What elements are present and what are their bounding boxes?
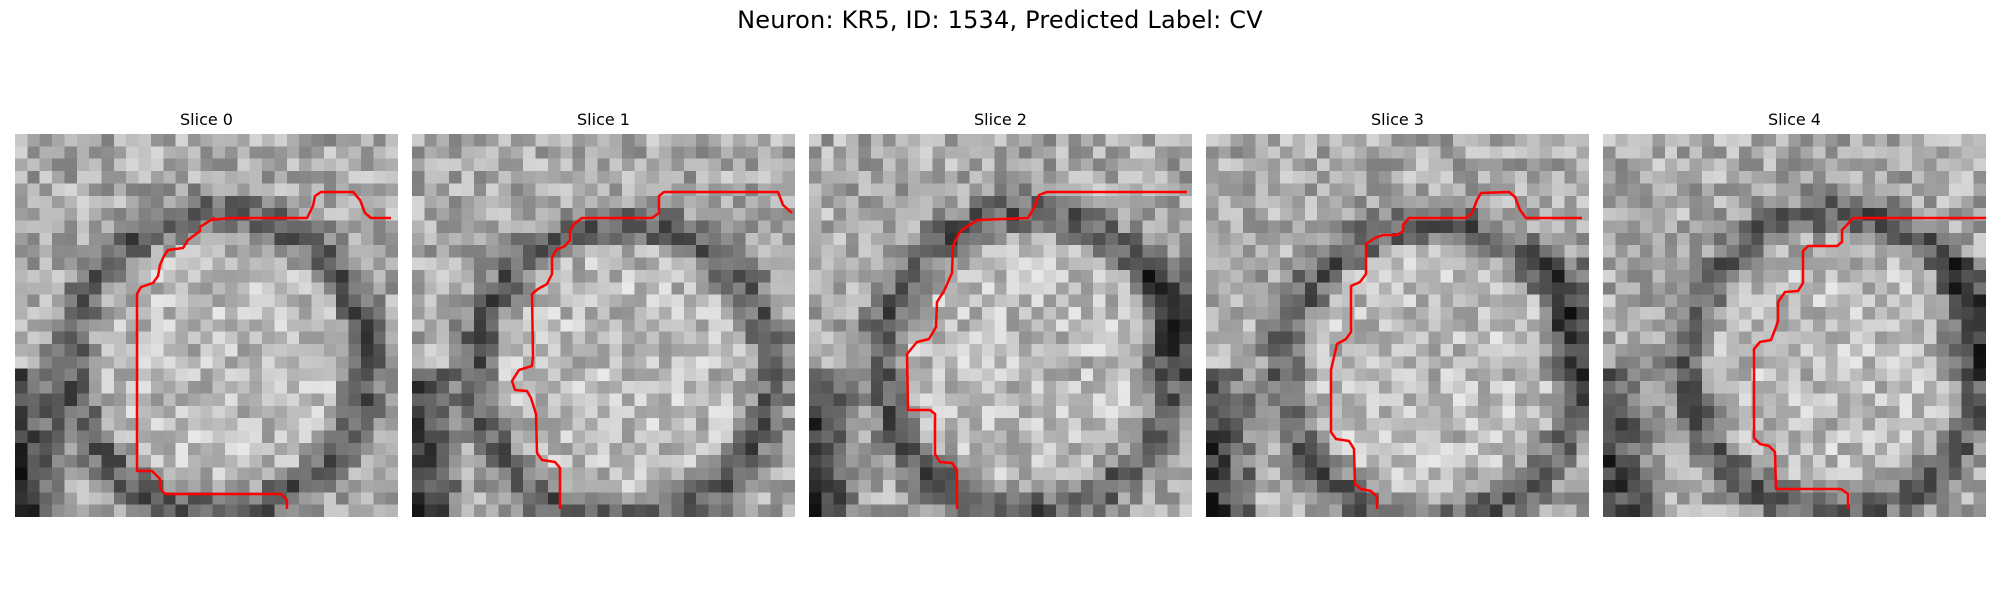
slice-panel-2: Slice 2 — [809, 108, 1192, 517]
slice-image-pixels-1 — [412, 134, 795, 517]
contour-line-0 — [135, 190, 391, 509]
contour-overlay-1 — [510, 190, 793, 509]
slice-image-0 — [15, 134, 398, 517]
slice-panel-0: Slice 0 — [15, 108, 398, 517]
slice-title-1: Slice 1 — [577, 110, 630, 129]
contour-line-3 — [1329, 190, 1582, 509]
slice-title-4: Slice 4 — [1768, 110, 1821, 129]
contour-overlay-0 — [135, 190, 391, 509]
slice-title-3: Slice 3 — [1371, 110, 1424, 129]
contour-line-4 — [1752, 216, 1986, 509]
slice-image-4 — [1603, 134, 1986, 517]
contour-overlay-2 — [905, 190, 1187, 509]
slice-panel-3: Slice 3 — [1206, 108, 1589, 517]
slice-image-2 — [809, 134, 1192, 517]
slice-image-pixels-0 — [15, 134, 398, 517]
slice-title-2: Slice 2 — [974, 110, 1027, 129]
contour-line-2 — [905, 190, 1187, 509]
contour-line-1 — [510, 190, 793, 509]
figure-title: Neuron: KR5, ID: 1534, Predicted Label: … — [737, 6, 1263, 34]
slice-image-pixels-3 — [1206, 134, 1589, 517]
slice-image-pixels-2 — [809, 134, 1192, 517]
contour-overlay-3 — [1329, 190, 1582, 509]
slice-image-3 — [1206, 134, 1589, 517]
slice-image-1 — [412, 134, 795, 517]
slice-title-0: Slice 0 — [180, 110, 233, 129]
slice-panel-4: Slice 4 — [1603, 108, 1986, 517]
contour-overlay-4 — [1752, 216, 1986, 509]
slice-image-pixels-4 — [1603, 134, 1986, 517]
slice-panel-1: Slice 1 — [412, 108, 795, 517]
